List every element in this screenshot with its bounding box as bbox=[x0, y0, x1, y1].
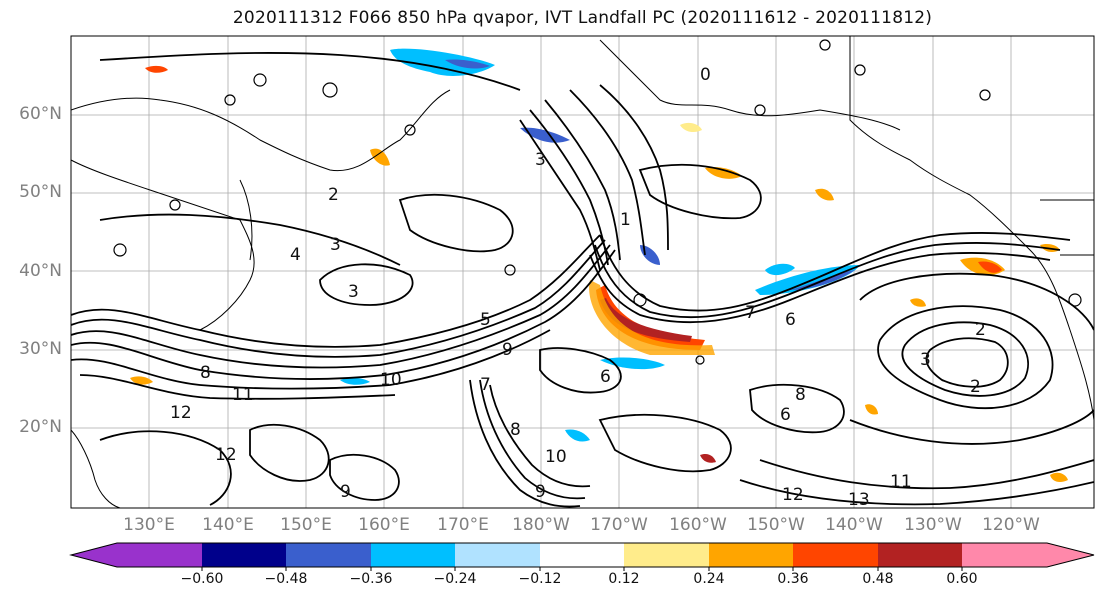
lon-label: 140°E bbox=[202, 515, 254, 535]
colorbar-swatch bbox=[540, 543, 624, 567]
lon-label: 150°W bbox=[747, 515, 805, 535]
contour-label: 3 bbox=[348, 282, 359, 302]
lon-label: 160°E bbox=[358, 515, 410, 535]
contour-label: 9 bbox=[502, 340, 513, 360]
colorbar-outline bbox=[69, 542, 1095, 568]
contour-label: 3 bbox=[535, 150, 546, 170]
map-panel: 3 0 1 2 3 3 4 5 6 7 8 9 10 11 12 13 6 7 … bbox=[70, 35, 1095, 510]
colorbar-ticks bbox=[201, 567, 963, 571]
colorbar-tick-label: −0.48 bbox=[264, 571, 308, 587]
colorbar-swatch bbox=[202, 543, 286, 567]
lon-label: 160°W bbox=[669, 515, 727, 535]
contour-label: 10 bbox=[380, 370, 402, 390]
colorbar-tick-label: −0.36 bbox=[349, 571, 393, 587]
lon-label: 170°E bbox=[437, 515, 489, 535]
lon-label: 130°W bbox=[904, 515, 962, 535]
contour-label: 2 bbox=[975, 320, 986, 340]
colorbar-swatch bbox=[286, 543, 371, 567]
colorbar-swatch bbox=[624, 543, 709, 567]
lon-label: 170°W bbox=[590, 515, 648, 535]
colorbar-swatch bbox=[878, 543, 962, 567]
map-frame bbox=[70, 35, 1095, 509]
contour-label: 1 bbox=[620, 210, 631, 230]
contour-label-group: 3 0 1 2 3 3 4 5 6 7 8 9 10 11 12 13 6 7 … bbox=[170, 65, 986, 510]
lat-label: 30°N bbox=[19, 339, 62, 359]
map-title: 2020111312 F066 850 hPa qvapor, IVT Land… bbox=[232, 8, 933, 28]
lat-label: 50°N bbox=[19, 182, 62, 202]
lon-label: 130°E bbox=[123, 515, 175, 535]
contour-label: 6 bbox=[780, 405, 791, 425]
colorbar-swatch bbox=[793, 543, 878, 567]
lon-label: 150°E bbox=[280, 515, 332, 535]
colorbar-swatch bbox=[962, 543, 1047, 567]
colorbar-swatch bbox=[117, 543, 202, 567]
contour-label: 8 bbox=[200, 363, 211, 383]
colorbar-tick-label: 0.36 bbox=[777, 571, 809, 587]
lat-label: 60°N bbox=[19, 104, 62, 124]
lon-label: 120°W bbox=[982, 515, 1040, 535]
contour-label: 7 bbox=[745, 303, 756, 323]
lat-label: 20°N bbox=[19, 417, 62, 437]
colorbar-tick-label: 0.12 bbox=[608, 571, 640, 587]
colorbar-swatches bbox=[71, 543, 1094, 567]
contour-label: 4 bbox=[290, 245, 301, 265]
contour-label: 3 bbox=[920, 350, 931, 370]
contour-label: 6 bbox=[785, 310, 796, 330]
contour-label: 3 bbox=[330, 235, 341, 255]
colorbar-extend-low bbox=[71, 543, 117, 567]
contour-label: 12 bbox=[170, 403, 192, 423]
contour-label: 13 bbox=[848, 490, 870, 510]
contour-label: 8 bbox=[510, 420, 521, 440]
colorbar-tick-label: 0.48 bbox=[862, 571, 894, 587]
colorbar-extend-high bbox=[1047, 543, 1094, 567]
colorbar-swatch bbox=[371, 543, 455, 567]
colorbar-tick-label: −0.12 bbox=[518, 571, 562, 587]
contour-label: 7 bbox=[480, 375, 491, 395]
contour-label: 11 bbox=[890, 472, 912, 492]
contour-label: 9 bbox=[535, 482, 546, 502]
contour-label: 8 bbox=[795, 385, 806, 405]
contour-label: 11 bbox=[232, 385, 254, 405]
coastlines bbox=[71, 36, 1094, 508]
contour-label: 2 bbox=[970, 377, 981, 397]
contour-label: 5 bbox=[480, 310, 491, 330]
colorbar-tick-label: 0.24 bbox=[693, 571, 725, 587]
contour-lines bbox=[71, 52, 1094, 508]
contour-label: 0 bbox=[700, 65, 711, 85]
contour-label: 2 bbox=[328, 185, 339, 205]
lon-label: 140°W bbox=[825, 515, 883, 535]
lon-label: 180°W bbox=[512, 515, 570, 535]
contour-label: 6 bbox=[600, 367, 611, 387]
contour-label: 12 bbox=[215, 445, 237, 465]
small-contours bbox=[113, 39, 1082, 365]
colorbar-swatch bbox=[709, 543, 793, 567]
contour-label: 10 bbox=[545, 447, 567, 467]
colorbar-tick-label: 0.60 bbox=[946, 571, 978, 587]
gridlines bbox=[71, 36, 1094, 508]
lat-label: 40°N bbox=[19, 261, 62, 281]
colorbar-swatch bbox=[455, 543, 540, 567]
shaded-anomalies bbox=[130, 48, 1068, 483]
contour-label: 9 bbox=[340, 482, 351, 502]
colorbar-tick-label: −0.60 bbox=[180, 571, 224, 587]
colorbar-tick-label: −0.24 bbox=[433, 571, 477, 587]
contour-label: 12 bbox=[782, 485, 804, 505]
